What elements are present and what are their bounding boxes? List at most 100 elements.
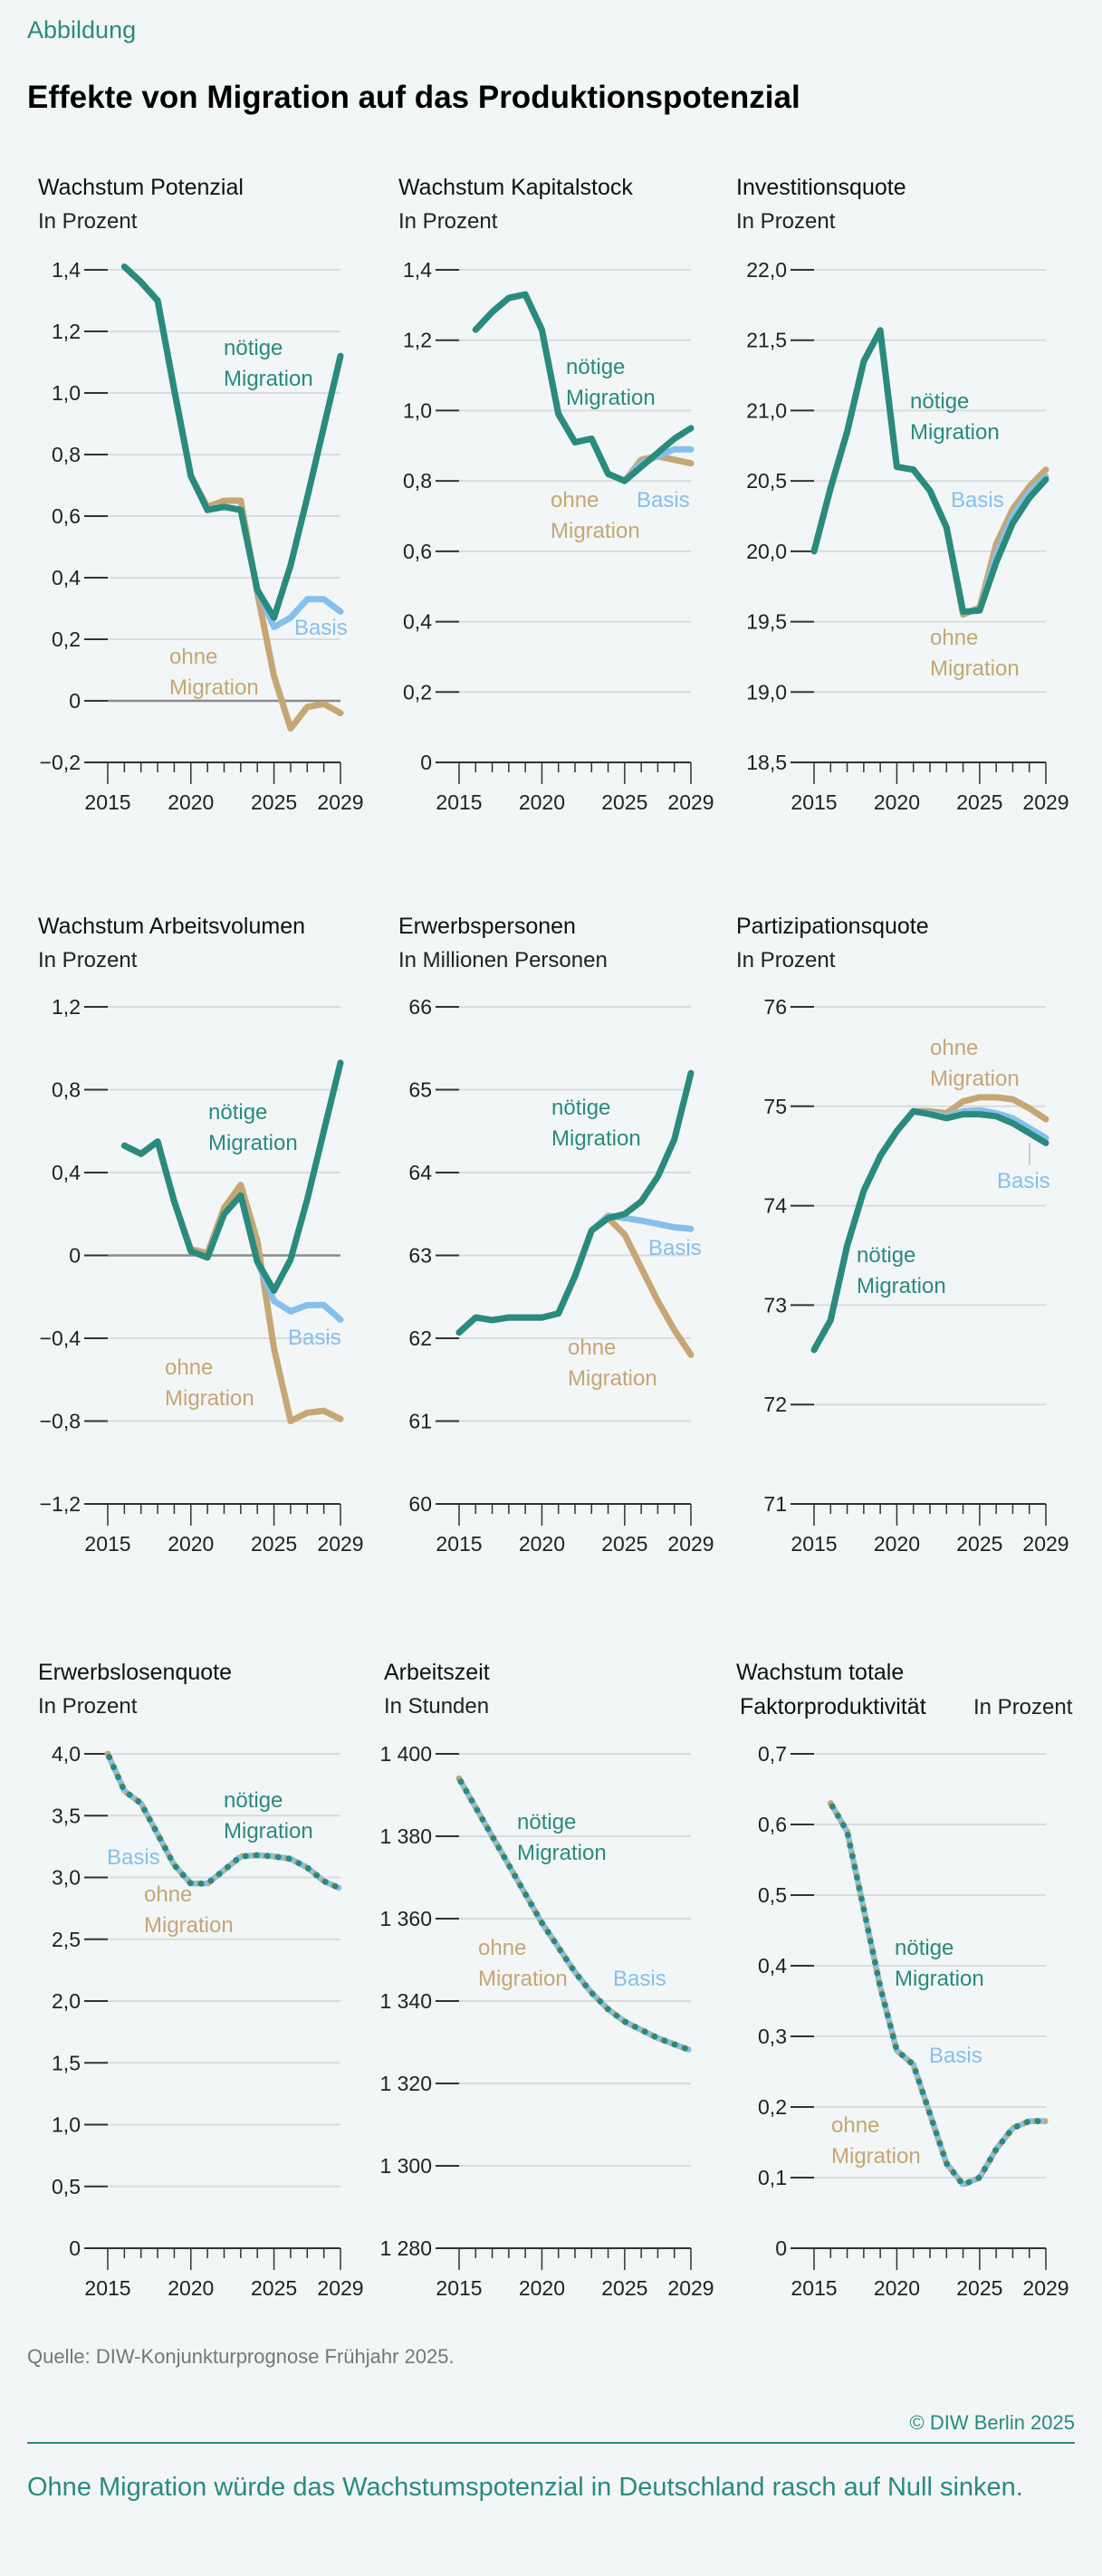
y-tick-label: 65 — [408, 1078, 432, 1102]
y-tick-label: 0,2 — [52, 627, 81, 651]
series-label-noetig: nötige — [895, 1936, 953, 1960]
y-tick-label: 1,5 — [52, 2051, 81, 2074]
y-tick-label: 19,5 — [746, 610, 787, 634]
y-tick-label: 64 — [408, 1161, 432, 1184]
series-label-ohne: ohne — [144, 1882, 192, 1907]
series-label-basis: Basis — [951, 488, 1004, 512]
series-line-ohne — [810, 1094, 1049, 1354]
series-label-noetig: nötige — [517, 1810, 576, 1834]
y-tick-label: 1 360 — [379, 1907, 432, 1930]
series-label-noetig: Migration — [517, 1841, 607, 1865]
x-tick-label: 2029 — [1022, 1532, 1068, 1556]
y-tick-label: 0,2 — [403, 680, 432, 704]
x-tick-label: 2029 — [667, 790, 714, 814]
series-label-ohne: Migration — [551, 519, 640, 543]
y-tick-label: 63 — [408, 1244, 432, 1268]
y-tick-label: 1,4 — [52, 258, 81, 282]
figure-caption: Ohne Migration würde das Wachstumspotenz… — [27, 2473, 1023, 2502]
x-tick-label: 2015 — [436, 1532, 482, 1556]
x-tick-label: 2025 — [601, 2276, 647, 2300]
panel-title: Partizipationsquote — [736, 914, 929, 939]
copyright: © DIW Berlin 2025 — [909, 2411, 1076, 2434]
series-label-ohne: Migration — [144, 1913, 234, 1938]
x-tick-label: 2015 — [436, 790, 482, 814]
series-label-noetig: nötige — [551, 1096, 610, 1120]
y-tick-label: 21,0 — [746, 398, 787, 422]
series-label-noetig: nötige — [208, 1100, 267, 1125]
y-tick-label: 2,0 — [52, 1989, 81, 2013]
x-tick-label: 2029 — [1022, 790, 1068, 814]
x-tick-label: 2015 — [791, 1532, 837, 1556]
x-tick-label: 2015 — [84, 2276, 130, 2300]
series-label-ohne: ohne — [165, 1355, 213, 1380]
x-tick-label: 2020 — [874, 2276, 920, 2300]
panel-title: Arbeitszeit — [384, 1660, 490, 1685]
series-line-basis — [104, 1750, 344, 1892]
y-tick-label: 0,8 — [52, 1078, 81, 1102]
series-label-ohne: ohne — [930, 626, 978, 650]
x-tick-label: 2025 — [956, 1532, 1002, 1556]
y-tick-label: 1 340 — [379, 1989, 432, 2013]
y-tick-label: 1 320 — [379, 2072, 432, 2095]
series-label-ohne: ohne — [551, 488, 599, 512]
y-tick-label: 1,4 — [403, 258, 432, 282]
x-tick-label: 2015 — [791, 790, 837, 814]
y-tick-label: 61 — [408, 1410, 432, 1433]
series-label-noetig: nötige — [857, 1243, 915, 1268]
series-label-noetig: Migration — [857, 1274, 946, 1298]
panel-subtitle: In Prozent — [736, 948, 836, 972]
y-tick-label: 0,4 — [52, 1161, 81, 1184]
y-tick-label: 0,8 — [403, 469, 432, 493]
y-tick-label: 1,2 — [52, 320, 81, 343]
y-tick-label: 1 300 — [379, 2154, 432, 2178]
y-tick-label: 0 — [69, 1244, 81, 1268]
series-label-ohne: Migration — [165, 1386, 254, 1411]
x-tick-label: 2020 — [168, 2276, 214, 2300]
x-tick-label: 2025 — [251, 2276, 297, 2300]
y-tick-label: 20,5 — [746, 469, 787, 493]
series-label-noetig: Migration — [566, 386, 656, 410]
x-tick-label: 2020 — [874, 1532, 920, 1556]
series-label-ohne: ohne — [930, 1036, 978, 1060]
y-tick-label: 0,4 — [403, 610, 432, 634]
x-tick-label: 2025 — [956, 790, 1002, 814]
series-line-basis — [120, 263, 344, 630]
y-tick-label: −0,8 — [40, 1410, 81, 1433]
y-tick-label: 71 — [763, 1492, 787, 1516]
y-tick-label: 0,3 — [758, 2025, 787, 2048]
x-tick-label: 2020 — [519, 1532, 565, 1556]
y-tick-label: 76 — [763, 995, 787, 1019]
y-tick-label: 1,0 — [52, 2113, 81, 2137]
panel-title: Erwerbslosenquote — [38, 1660, 233, 1685]
series-line-noetig — [810, 327, 1049, 616]
x-tick-label: 2025 — [251, 790, 297, 814]
series-label-noetig: Migration — [551, 1126, 641, 1151]
x-tick-label: 2029 — [317, 790, 363, 814]
series-label-noetig: nötige — [224, 336, 283, 360]
panel-subtitle: In Millionen Personen — [398, 948, 608, 972]
x-tick-label: 2029 — [1022, 2276, 1068, 2300]
y-tick-label: 72 — [763, 1393, 787, 1416]
y-tick-label: 3,0 — [52, 1866, 81, 1890]
y-tick-label: 0 — [775, 2236, 787, 2260]
y-tick-label: 3,5 — [52, 1804, 81, 1827]
y-tick-label: 0,4 — [52, 566, 81, 589]
y-tick-label: 0 — [69, 689, 81, 713]
series-line-noetig — [827, 1800, 1049, 2188]
series-line-noetig — [455, 1775, 695, 2054]
series-label-noetig: Migration — [224, 367, 313, 391]
series-label-basis: Basis — [294, 616, 348, 640]
panel-title: Erwerbspersonen — [398, 914, 576, 939]
x-tick-label: 2015 — [84, 790, 130, 814]
series-label-noetig: nötige — [566, 355, 625, 379]
panel-subtitle: In Prozent — [973, 1695, 1073, 1719]
series-label-basis: Basis — [288, 1326, 341, 1350]
y-tick-label: 18,5 — [746, 751, 787, 774]
figure-label: Abbildung — [27, 16, 137, 43]
